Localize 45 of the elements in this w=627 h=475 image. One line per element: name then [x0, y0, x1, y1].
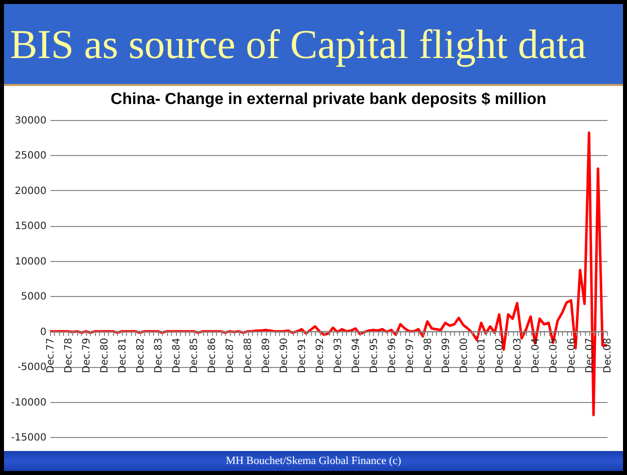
- y-tick-label: 25000: [14, 150, 46, 162]
- x-tick-label: Dec.80: [99, 338, 110, 374]
- x-tick-label: Dec.95: [368, 338, 380, 374]
- chart-title: BIS as source of Capital flight data: [4, 4, 623, 86]
- y-tick-label: 0: [40, 326, 46, 338]
- x-tick-label: Dec.99: [440, 338, 452, 374]
- x-tick-label: Dec.86: [207, 338, 218, 374]
- x-tick-label: Dec.78: [63, 338, 74, 374]
- x-tick-label: Dec.07: [584, 338, 596, 374]
- x-tick-label: Dec.85: [189, 338, 200, 374]
- y-tick-label: 10000: [14, 256, 46, 268]
- x-tick-label: Dec.93: [332, 338, 344, 374]
- x-tick-label: Dec.89: [261, 338, 272, 374]
- x-tick-label: Dec.96: [386, 338, 398, 374]
- y-tick-label: -10000: [11, 397, 46, 408]
- x-tick-label: Dec.91: [297, 338, 308, 374]
- y-tick-label: -15000: [11, 432, 46, 444]
- x-tick-label: Dec.94: [350, 338, 362, 374]
- x-tick-label: Dec.01: [476, 338, 488, 374]
- x-tick-label: Dec.05: [548, 338, 560, 374]
- x-tick-label: Dec.90: [279, 338, 290, 374]
- y-tick-label: 15000: [14, 221, 46, 232]
- y-tick-label: 20000: [14, 186, 46, 197]
- x-tick-label: Dec.92: [315, 338, 326, 374]
- x-tick-label: Dec.06: [566, 338, 578, 374]
- x-tick-label: Dec.88: [243, 338, 254, 374]
- chart-subtitle: China- Change in external private bank deposits $ million: [110, 91, 546, 108]
- x-tick-label: Dec.98: [422, 338, 434, 374]
- x-tick-label: Dec.02: [494, 338, 506, 374]
- x-tick-label: Dec.83: [153, 338, 164, 374]
- y-tick-label: 30000: [14, 116, 46, 126]
- x-tick-label: Dec.00: [458, 338, 470, 374]
- x-tick-label: Dec.81: [117, 338, 128, 374]
- x-tick-label: Dec.84: [171, 338, 182, 374]
- x-tick-label: Dec.77: [46, 338, 56, 374]
- x-tick-label: Dec.82: [135, 338, 146, 374]
- x-tick-label: Dec.04: [530, 338, 542, 374]
- x-tick-label: Dec.87: [225, 338, 236, 374]
- x-tick-label: Dec.79: [81, 338, 92, 374]
- x-tick-label: Dec.03: [512, 338, 524, 374]
- text: MH Bouchet/Skema Global Finance (c): [4, 451, 623, 471]
- x-tick-label: Dec.08: [602, 338, 614, 374]
- y-tick-label: 5000: [21, 292, 46, 303]
- x-tick-label: Dec.97: [404, 338, 416, 374]
- y-tick-label: -5000: [17, 362, 46, 374]
